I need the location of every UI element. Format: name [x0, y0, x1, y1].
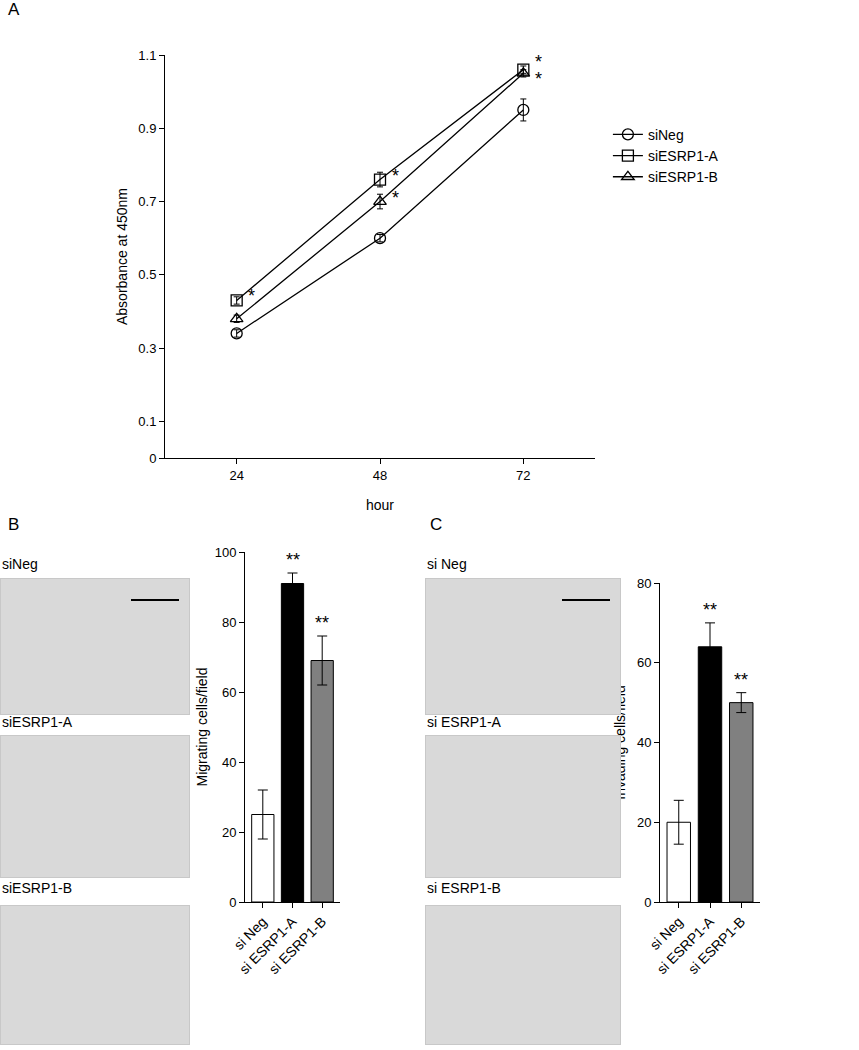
svg-text:20: 20 [637, 815, 651, 830]
svg-text:80: 80 [222, 615, 236, 630]
svg-text:**: ** [734, 670, 748, 690]
svg-text:60: 60 [222, 685, 236, 700]
svg-text:0.7: 0.7 [138, 194, 156, 209]
html-text:si ESRP1-A: si ESRP1-A [427, 714, 501, 730]
svg-text:hour: hour [366, 497, 394, 513]
svg-text:*: * [248, 286, 255, 306]
svg-text:40: 40 [637, 735, 651, 750]
svg-text:80: 80 [637, 576, 651, 591]
svg-text:si ESRP1-A: si ESRP1-A [653, 913, 717, 977]
svg-text:siNeg: siNeg [648, 127, 684, 143]
svg-text:*: * [392, 166, 399, 186]
svg-text:Migrating cells/field: Migrating cells/field [194, 667, 210, 786]
svg-text:**: ** [286, 550, 300, 570]
svg-text:24: 24 [229, 468, 243, 483]
svg-text:1.1: 1.1 [138, 48, 156, 63]
svg-text:**: ** [703, 600, 717, 620]
svg-text:0.9: 0.9 [138, 121, 156, 136]
svg-text:siESRP1-A: siESRP1-A [648, 148, 719, 164]
svg-text:si ESRP1-B: si ESRP1-B [685, 914, 749, 978]
html-text:B: B [8, 515, 20, 534]
html-text:A: A [8, 0, 20, 19]
svg-text:0: 0 [229, 895, 236, 910]
svg-text:*: * [392, 188, 399, 208]
svg-text:si ESRP1-B: si ESRP1-B [266, 914, 330, 978]
html-text:siNeg: siNeg [2, 556, 38, 572]
svg-text:0: 0 [644, 895, 651, 910]
svg-text:si Neg: si Neg [231, 914, 270, 953]
svg-text:0.3: 0.3 [138, 341, 156, 356]
svg-text:40: 40 [222, 755, 236, 770]
svg-text:0.5: 0.5 [138, 267, 156, 282]
html-text:siESRP1-B: siESRP1-B [2, 880, 72, 896]
html-text:si Neg: si Neg [427, 556, 467, 572]
svg-text:20: 20 [222, 825, 236, 840]
html-text:si ESRP1-B: si ESRP1-B [427, 880, 501, 896]
svg-text:*: * [535, 69, 542, 89]
svg-text:72: 72 [516, 468, 530, 483]
svg-text:48: 48 [373, 468, 387, 483]
svg-text:siESRP1-B: siESRP1-B [648, 169, 718, 185]
svg-text:si Neg: si Neg [646, 914, 685, 953]
svg-text:Absorbance at 450nm: Absorbance at 450nm [114, 188, 130, 325]
svg-text:si ESRP1-A: si ESRP1-A [236, 913, 300, 977]
svg-text:0: 0 [149, 451, 156, 466]
html-text:siESRP1-A: siESRP1-A [2, 714, 72, 730]
html-text:C: C [430, 515, 443, 534]
svg-text:60: 60 [637, 655, 651, 670]
svg-text:**: ** [315, 613, 329, 633]
svg-text:0.1: 0.1 [138, 414, 156, 429]
svg-text:*: * [535, 52, 542, 72]
svg-text:100: 100 [215, 545, 237, 560]
